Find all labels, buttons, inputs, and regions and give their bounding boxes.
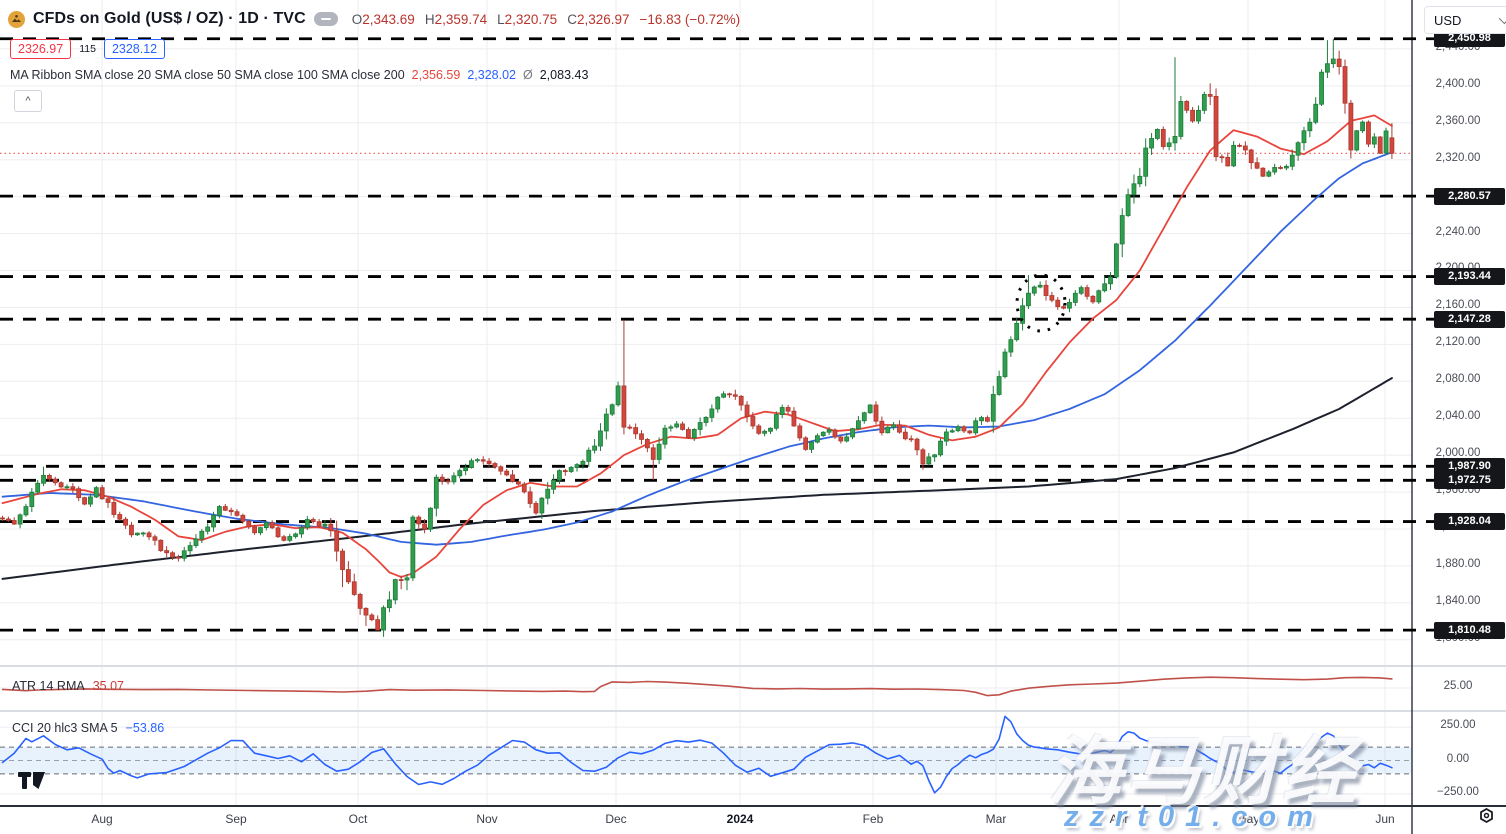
price-level-badge: 2,193.44 <box>1434 268 1505 286</box>
price-level-badge: 1,987.90 <box>1434 457 1505 475</box>
sma200-line <box>1 377 1393 580</box>
time-axis-label: Oct <box>348 812 368 826</box>
price-level-badge: 1,928.04 <box>1434 513 1505 531</box>
ohlc-values: O2,343.69 H2,359.74 L2,320.75 C2,326.97 … <box>352 12 740 27</box>
price-level-badge: 2,147.28 <box>1434 310 1505 328</box>
price-tick-label: 2,120.00 <box>1435 336 1481 349</box>
dotted-ellipse-annotation[interactable] <box>1015 273 1067 333</box>
price-tick-label: 2,040.00 <box>1435 410 1481 423</box>
time-axis-label: May <box>1236 812 1260 826</box>
cci-band <box>0 746 1412 775</box>
indicator-tick-label: 25.00 <box>1443 680 1473 692</box>
sma-avg-symbol: Ø <box>523 68 533 82</box>
indicator-tick-label: 250.00 <box>1440 719 1476 732</box>
last-price-label[interactable]: 2326.97 <box>10 39 72 59</box>
bar-countdown: 115 <box>79 43 96 55</box>
low-label: L <box>497 11 505 27</box>
visibility-toggle-icon[interactable] <box>313 12 338 26</box>
time-axis-label: 2024 <box>726 812 754 826</box>
symbol-header: CFDs on Gold (US$ / OZ) · 1D · TVC O2,34… <box>8 6 740 32</box>
currency-label: USD <box>1434 12 1462 28</box>
sma20-line <box>1 114 1393 578</box>
price-tick-label: 2,080.00 <box>1435 373 1481 386</box>
price-tick-label: 2,240.00 <box>1435 225 1481 238</box>
settings-gear-icon[interactable] <box>1478 807 1495 830</box>
cci-line <box>1 715 1393 794</box>
sma50-line <box>1 151 1393 546</box>
atr-line <box>1 676 1393 697</box>
close-value: 2,326.97 <box>576 11 630 27</box>
cci-legend: CCI 20 hlc3 SMA 5 −53.86 <box>12 721 164 735</box>
open-label: O <box>351 11 363 27</box>
price-level-badge: 2,280.57 <box>1434 187 1505 205</box>
collapse-indicators-button[interactable]: ^ <box>14 90 42 112</box>
candles <box>0 38 1395 637</box>
sma200-value: 2,083.43 <box>539 68 589 82</box>
price-tick-label: 2,000.00 <box>1435 447 1481 460</box>
time-axis-label: Aug <box>91 812 113 826</box>
price-label-row: 2326.97 115 2328.12 <box>10 39 166 59</box>
time-axis-label: Feb <box>862 812 884 826</box>
low-value: 2,320.75 <box>504 11 558 27</box>
time-axis-label: Apr <box>1109 812 1129 826</box>
sma20-value: 2,356.59 <box>411 68 461 82</box>
gold-instrument-icon <box>8 10 25 28</box>
high-label: H <box>424 11 435 27</box>
price-level-badge: 1,972.75 <box>1434 471 1505 489</box>
price-tick-label: 1,880.00 <box>1435 557 1481 570</box>
price-tick-label: 2,160.00 <box>1435 299 1481 312</box>
sma50-value: 2,328.02 <box>467 68 516 82</box>
tradingview-logo-icon[interactable] <box>18 772 48 797</box>
time-axis-label: Mar <box>985 812 1007 826</box>
currency-selector[interactable]: USD <box>1424 6 1506 34</box>
chevron-down-icon <box>1498 12 1506 25</box>
price-tick-label: 2,360.00 <box>1435 114 1481 127</box>
cci-value: −53.86 <box>125 721 165 735</box>
time-axis-label: Nov <box>476 812 498 826</box>
indicator-tick-label: −250.00 <box>1437 785 1479 798</box>
atr-value: 35.07 <box>92 679 124 693</box>
high-value: 2,359.74 <box>434 11 488 27</box>
price-tick-label: 1,840.00 <box>1435 594 1481 607</box>
open-value: 2,343.69 <box>362 11 415 27</box>
cci-title[interactable]: CCI 20 hlc3 SMA 5 <box>12 721 118 735</box>
close-label: C <box>567 11 577 27</box>
price-tick-label: 2,320.00 <box>1435 151 1481 164</box>
time-axis-label: Jun <box>1375 812 1395 826</box>
ma-price-label[interactable]: 2328.12 <box>103 39 166 59</box>
price-level-lines <box>0 37 1434 632</box>
indicator-tick-label: 0.00 <box>1446 752 1470 765</box>
change-value: −16.83 (−0.72%) <box>639 11 741 27</box>
symbol-title[interactable]: CFDs on Gold (US$ / OZ) · 1D · TVC <box>33 10 306 27</box>
price-level-badge: 2,450.98 <box>1434 30 1505 48</box>
ma-ribbon-title[interactable]: MA Ribbon SMA close 20 SMA close 50 SMA … <box>10 68 405 82</box>
price-tick-label: 2,400.00 <box>1435 77 1481 90</box>
time-axis-label: Dec <box>605 812 627 826</box>
price-level-badge: 1,810.48 <box>1434 621 1505 639</box>
atr-legend: ATR 14 RMA 35.07 <box>12 679 124 693</box>
atr-title[interactable]: ATR 14 RMA <box>12 679 85 693</box>
time-axis-label: Sep <box>225 812 247 826</box>
ma-ribbon-legend: MA Ribbon SMA close 20 SMA close 50 SMA … <box>10 68 588 82</box>
